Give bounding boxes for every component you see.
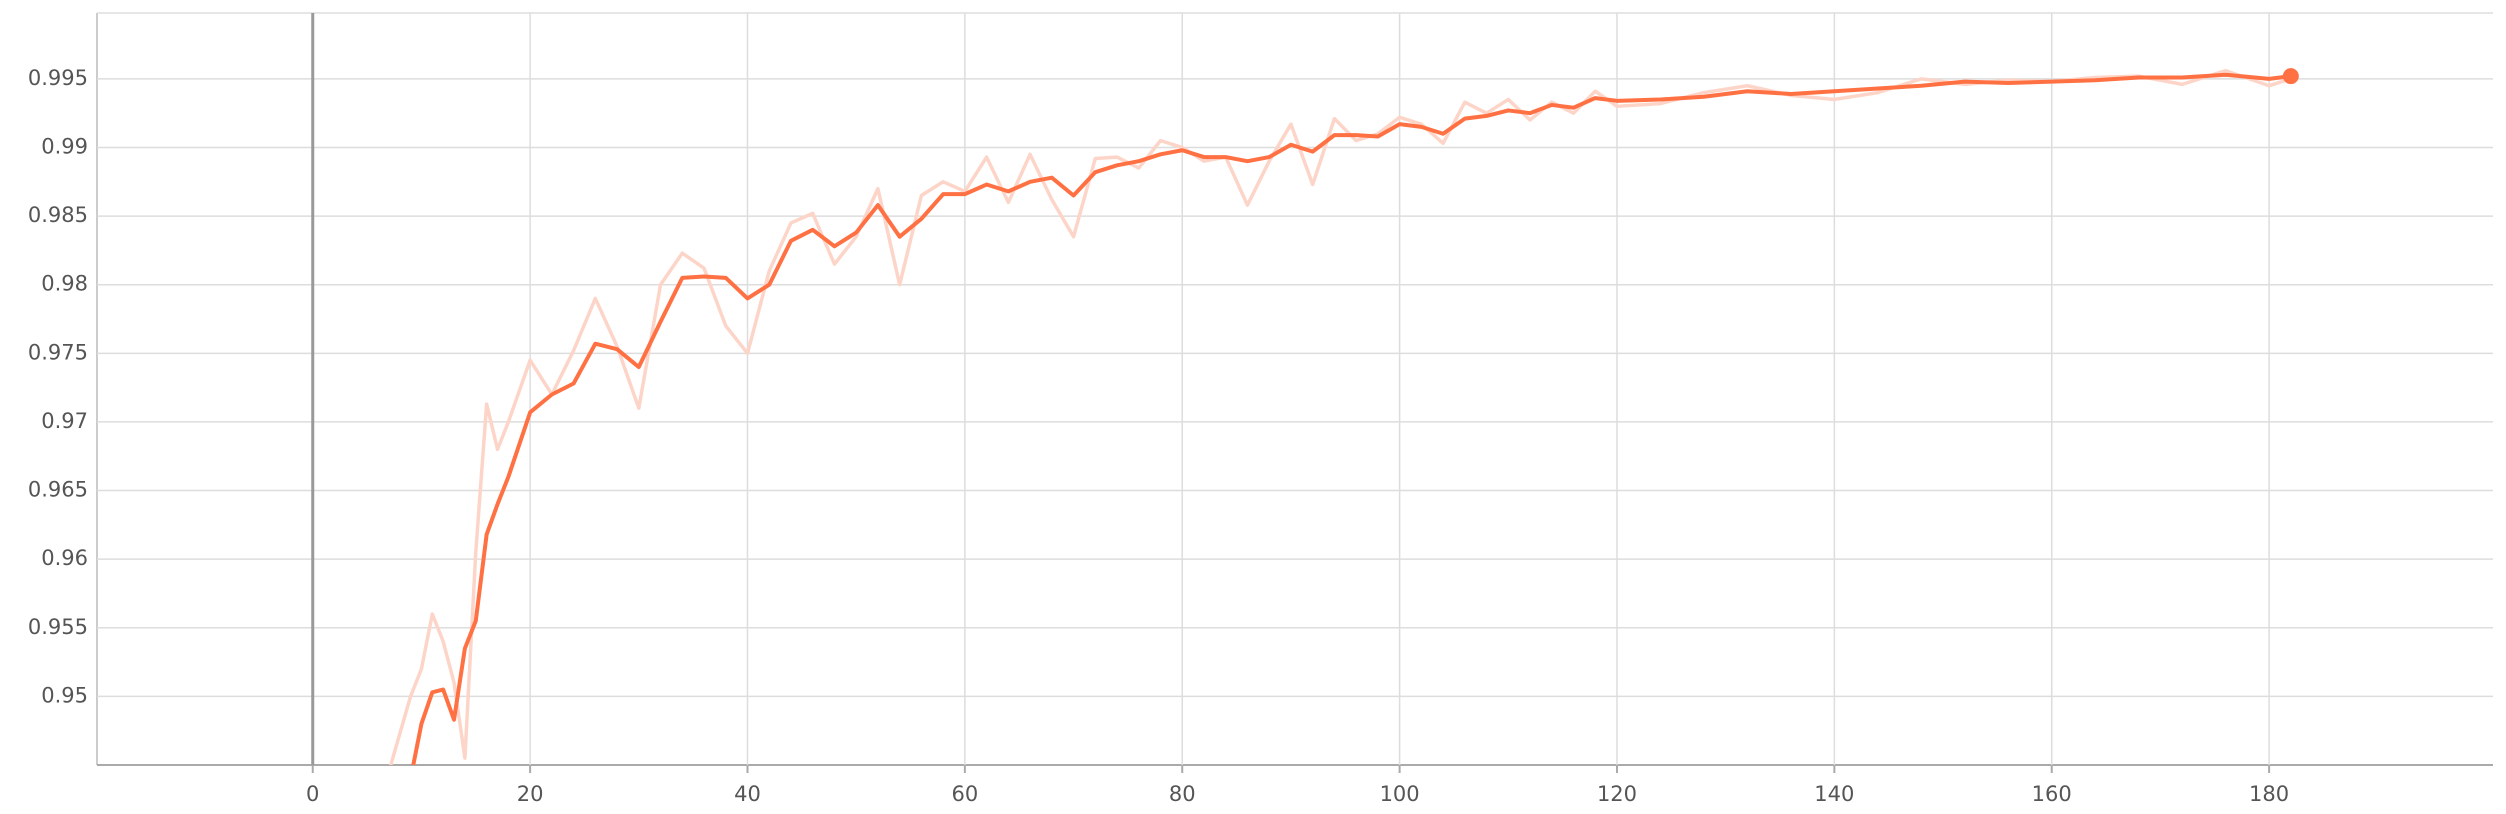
y-tick-label: 0.975 — [28, 340, 88, 364]
x-tick-label: 0 — [306, 782, 319, 806]
y-tick-label: 0.99 — [41, 134, 88, 158]
y-tick-label: 0.95 — [41, 683, 88, 707]
end-point — [2282, 68, 2299, 85]
x-tick-label: 100 — [1380, 782, 1420, 806]
x-tick-label: 120 — [1597, 782, 1637, 806]
y-tick-label: 0.96 — [41, 546, 88, 570]
x-tick-label: 180 — [2249, 782, 2289, 806]
y-tick-label: 0.955 — [28, 615, 88, 639]
x-tick-label: 160 — [2032, 782, 2072, 806]
y-tick-label: 0.98 — [41, 272, 88, 296]
axes: 0.95 0.955 0.96 0.965 0.97 0.975 0.98 0.985 0.99… — [28, 66, 2289, 806]
y-tick-label: 0.995 — [28, 66, 88, 90]
grid — [96, 12, 2493, 766]
x-tick-label: 60 — [951, 782, 978, 806]
y-tick-label: 0.985 — [28, 203, 88, 227]
y-tick-label: 0.965 — [28, 478, 88, 502]
y-tick-label: 0.97 — [41, 409, 88, 433]
smoothed-line — [411, 72, 2292, 765]
x-tick-label: 20 — [517, 782, 544, 806]
x-tick-label: 80 — [1169, 782, 1196, 806]
x-tick-label: 40 — [734, 782, 761, 806]
plot-area — [388, 68, 2299, 765]
x-tick-label: 140 — [1814, 782, 1854, 806]
